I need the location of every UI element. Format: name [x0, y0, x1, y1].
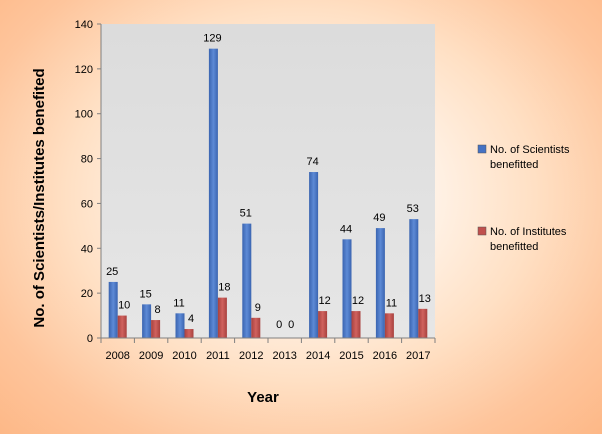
bar-scientists	[208, 48, 218, 339]
data-label-scientists: 0	[276, 319, 282, 331]
bars-group	[108, 48, 428, 339]
data-label-institutes: 18	[218, 282, 230, 294]
data-label-institutes: 9	[255, 302, 261, 314]
bar-institutes	[151, 320, 161, 338]
data-label-scientists: 51	[240, 208, 252, 220]
y-tick-label: 80	[81, 154, 93, 166]
legend-label-scientists: benefitted	[490, 159, 538, 171]
data-label-scientists: 44	[340, 223, 352, 235]
data-label-institutes: 10	[118, 300, 130, 312]
bar-scientists	[242, 223, 252, 338]
bar-institutes	[117, 315, 127, 338]
data-label-institutes: 11	[386, 297, 397, 309]
y-tick-label: 0	[87, 333, 93, 345]
data-label-institutes: 12	[318, 295, 330, 307]
bar-scientists	[108, 281, 118, 338]
x-axis-ticks: 2008 2009 2010 2011 2012 2013 2014 2015 2016 2017	[100, 338, 436, 362]
x-tick-label: 2011	[206, 350, 230, 362]
legend-label-institutes: benefitted	[490, 241, 538, 253]
x-tick-label: 2013	[272, 350, 296, 362]
bar-institutes	[351, 311, 361, 338]
legend-label-institutes: No. of Institutes	[490, 226, 567, 238]
data-label-institutes: 4	[188, 313, 194, 325]
bar-scientists	[175, 313, 185, 338]
legend-swatch-scientists	[477, 144, 487, 154]
y-tick-label: 100	[75, 109, 93, 121]
x-tick-label: 2016	[373, 350, 397, 362]
data-label-scientists: 25	[106, 266, 118, 278]
bar-institutes	[217, 297, 227, 338]
legend: No. of Scientists benefitted No. of Instit…	[477, 144, 570, 253]
y-tick-label: 60	[81, 198, 93, 210]
bar-institutes	[251, 317, 261, 338]
data-label-institutes: 0	[288, 319, 294, 331]
x-tick-label: 2014	[306, 350, 330, 362]
x-axis-title: Year	[247, 389, 279, 406]
y-tick-label: 40	[81, 243, 93, 255]
x-tick-label: 2010	[172, 350, 196, 362]
y-axis-title: No. of Scientists/Institutes benefited	[31, 68, 48, 327]
bar-institutes	[318, 311, 328, 338]
y-axis-ticks: 0 20 40 60 80 100 120 140	[75, 19, 101, 345]
y-tick-label: 20	[81, 288, 93, 300]
data-label-institutes: 8	[155, 304, 161, 316]
x-tick-label: 2015	[339, 350, 363, 362]
x-tick-label: 2009	[139, 350, 163, 362]
data-label-scientists: 11	[173, 297, 184, 309]
data-label-scientists: 15	[139, 288, 151, 300]
data-label-institutes: 12	[352, 295, 364, 307]
bar-scientists	[342, 239, 352, 338]
data-label-scientists: 53	[407, 203, 419, 215]
x-tick-label: 2012	[239, 350, 263, 362]
bar-scientists	[375, 228, 385, 338]
x-tick-label: 2008	[105, 350, 129, 362]
bar-scientists	[309, 172, 319, 338]
y-tick-label: 140	[75, 19, 93, 31]
data-label-scientists: 129	[203, 33, 221, 45]
bar-institutes	[418, 308, 428, 338]
bar-institutes	[384, 313, 394, 338]
legend-swatch-institutes	[477, 226, 487, 236]
data-label-institutes: 13	[419, 293, 431, 305]
y-tick-label: 120	[75, 64, 93, 76]
x-tick-label: 2017	[406, 350, 430, 362]
data-label-scientists: 49	[373, 212, 385, 224]
bar-scientists	[409, 219, 419, 338]
data-label-scientists: 74	[306, 156, 318, 168]
bar-scientists	[142, 304, 152, 338]
legend-label-scientists: No. of Scientists	[490, 144, 570, 156]
data-labels-group: 25 15 11 129 51 0 74 44 49 53 10 8 4 18 9 0 12 12 11 13	[106, 33, 431, 331]
bar-institutes	[184, 329, 194, 338]
